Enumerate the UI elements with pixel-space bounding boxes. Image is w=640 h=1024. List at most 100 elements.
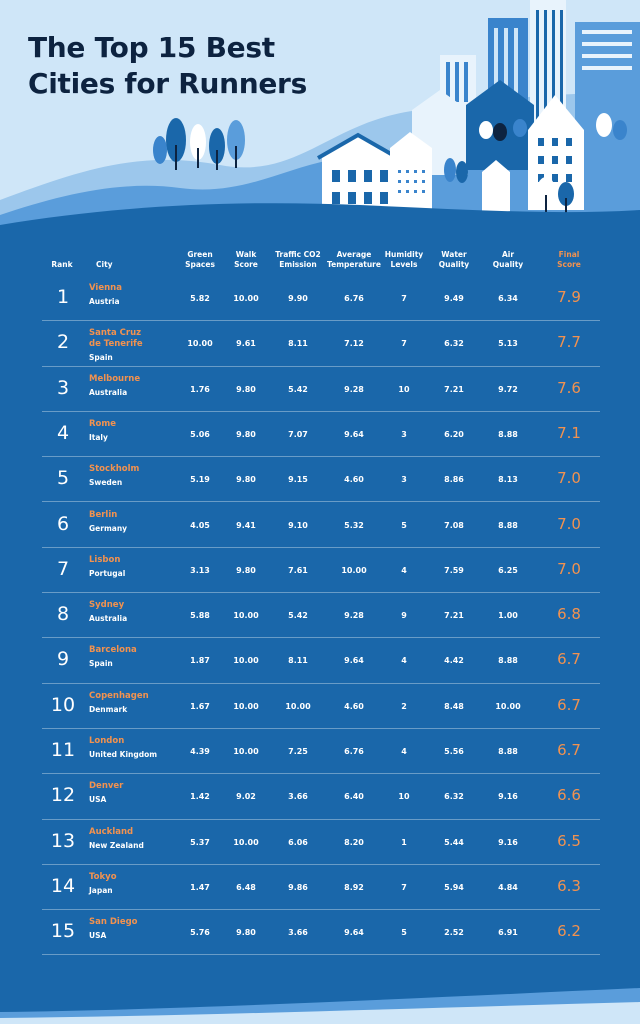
header-air-line2: Quality [492, 260, 524, 269]
header-walk-score: Walk Score [220, 250, 272, 270]
water-value: 9.49 [444, 294, 464, 303]
air-value: 9.72 [498, 384, 518, 394]
header-air-line1: Air [501, 250, 515, 259]
air-value: 4.84 [498, 882, 518, 892]
air-value: 5.13 [498, 339, 518, 349]
humidity-value: 10 [398, 792, 410, 802]
air-value: 6.91 [498, 928, 518, 938]
temp-value: 10.00 [341, 565, 367, 575]
air-value: 9.16 [498, 837, 518, 847]
header-city: City [96, 260, 113, 269]
humidity-value: 7 [401, 294, 407, 303]
green-value: 5.19 [190, 475, 210, 485]
water-value: 5.44 [444, 837, 464, 847]
country-name: Portugal [89, 568, 126, 578]
country-name: New Zealand [89, 840, 144, 850]
green-value: 5.88 [190, 611, 210, 621]
water-value: 6.20 [444, 429, 464, 439]
temp-value: 9.64 [344, 928, 364, 938]
walk-value: 9.02 [236, 792, 256, 802]
humidity-value: 7 [401, 339, 407, 349]
city-cell: Sydney Australia [89, 600, 181, 624]
city-name: Santa Cruz [89, 328, 142, 339]
final-score-value: 6.7 [557, 741, 581, 759]
table-row: 11 London United Kingdom 4.39 10.00 7.25 6.76 4… [0, 729, 640, 775]
rank-number: 5 [56, 467, 70, 490]
city-name: Rome [89, 418, 117, 429]
city-cell: Stockholm Sweden [89, 464, 181, 488]
air-value: 1.00 [498, 611, 518, 621]
air-value: 6.25 [498, 565, 518, 575]
humidity-value: 4 [401, 565, 407, 575]
city-cell: Rome Italy [89, 419, 181, 443]
traffic-value: 8.11 [288, 339, 308, 349]
table-header: Rank City Green Spaces Walk Score Traffi… [0, 240, 640, 276]
final-score-value: 6.7 [557, 650, 581, 669]
table-row: 8 Sydney Australia 5.88 10.00 5.42 9.28 9 7.21 1.… [0, 593, 640, 639]
city-name: Sydney [89, 600, 125, 611]
traffic-value: 5.42 [288, 384, 308, 394]
humidity-value: 3 [401, 475, 407, 485]
green-value: 5.82 [190, 294, 210, 303]
walk-value: 10.00 [233, 747, 259, 756]
temp-value: 7.12 [344, 339, 364, 349]
table-row: 6 Berlin Germany 4.05 9.41 9.10 5.32 5 7.08 8.88 7… [0, 503, 640, 549]
right-tree-icons [444, 113, 627, 213]
air-value: 8.88 [498, 656, 518, 666]
header-final-line2: Score [557, 260, 581, 269]
city-cell: San Diego USA [89, 917, 181, 941]
city-cell: Berlin Germany [89, 510, 181, 534]
water-value: 5.56 [444, 747, 464, 756]
rank-number: 7 [56, 557, 70, 580]
traffic-value: 8.11 [288, 656, 308, 666]
header-green-spaces-line2: Spaces [185, 260, 215, 269]
traffic-value: 10.00 [285, 701, 311, 711]
header-traffic-emission: Traffic CO2 Emission [268, 250, 328, 270]
walk-value: 9.80 [236, 928, 256, 938]
walk-value: 9.61 [236, 339, 256, 349]
city-cell: Melbourne Australia [89, 374, 181, 398]
rank-number: 12 [50, 784, 76, 807]
header-average-temperature: Average Temperature [322, 250, 386, 270]
country-name: Sweden [89, 478, 123, 488]
city-cell: London United Kingdom [89, 736, 181, 760]
walk-value: 9.80 [236, 475, 256, 485]
header-final-line1: Final [558, 250, 580, 259]
walk-value: 9.80 [236, 384, 256, 394]
title-line-2: Cities for Runners [28, 67, 307, 100]
table-row: 15 San Diego USA 5.76 9.80 3.66 9.64 5 2.52 6.91 6… [0, 910, 640, 956]
table-row: 14 Tokyo Japan 1.47 6.48 9.86 8.92 7 5.94 4.84 6.3 [0, 865, 640, 911]
water-value: 8.86 [444, 475, 464, 485]
city-cell: Santa Cruz de Tenerife Spain [89, 328, 181, 363]
traffic-value: 7.61 [288, 565, 308, 575]
final-score-value: 7.6 [557, 378, 581, 397]
table-row: 13 Auckland New Zealand 5.37 10.00 6.06 8.20 1 5… [0, 820, 640, 866]
green-value: 4.39 [190, 747, 210, 756]
city-name: Copenhagen [89, 690, 149, 701]
air-value: 8.88 [498, 520, 518, 530]
page-title: The Top 15 Best Cities for Runners [28, 30, 307, 102]
city-name: Denver [89, 781, 124, 792]
country-name: United Kingdom [89, 750, 158, 759]
traffic-value: 9.90 [288, 294, 308, 303]
air-value: 9.16 [498, 792, 518, 802]
city-name: Vienna [89, 283, 122, 293]
rank-number: 15 [50, 920, 76, 943]
table-row: 7 Lisbon Portugal 3.13 9.80 7.61 10.00 4 7.59 6.2… [0, 548, 640, 594]
city-name: Auckland [89, 826, 134, 837]
city-cell: Barcelona Spain [89, 645, 181, 669]
water-value: 6.32 [444, 792, 464, 802]
humidity-value: 3 [401, 429, 407, 439]
header-final-score: Final Score [545, 250, 593, 270]
country-name: Spain [89, 659, 113, 669]
country-name: Denmark [89, 704, 128, 714]
rank-number: 8 [56, 603, 70, 626]
header-traffic-line1: Traffic CO2 [275, 250, 321, 259]
city-name: Melbourne [89, 373, 141, 384]
table-row: 5 Stockholm Sweden 5.19 9.80 9.15 4.60 3 8.86 8.1… [0, 457, 640, 503]
city-name: Tokyo [89, 871, 117, 882]
water-value: 7.21 [444, 611, 464, 621]
humidity-value: 4 [401, 656, 407, 666]
table-row: 4 Rome Italy 5.06 9.80 7.07 9.64 3 6.20 8.88 7.1 [0, 412, 640, 458]
water-value: 7.21 [444, 384, 464, 394]
